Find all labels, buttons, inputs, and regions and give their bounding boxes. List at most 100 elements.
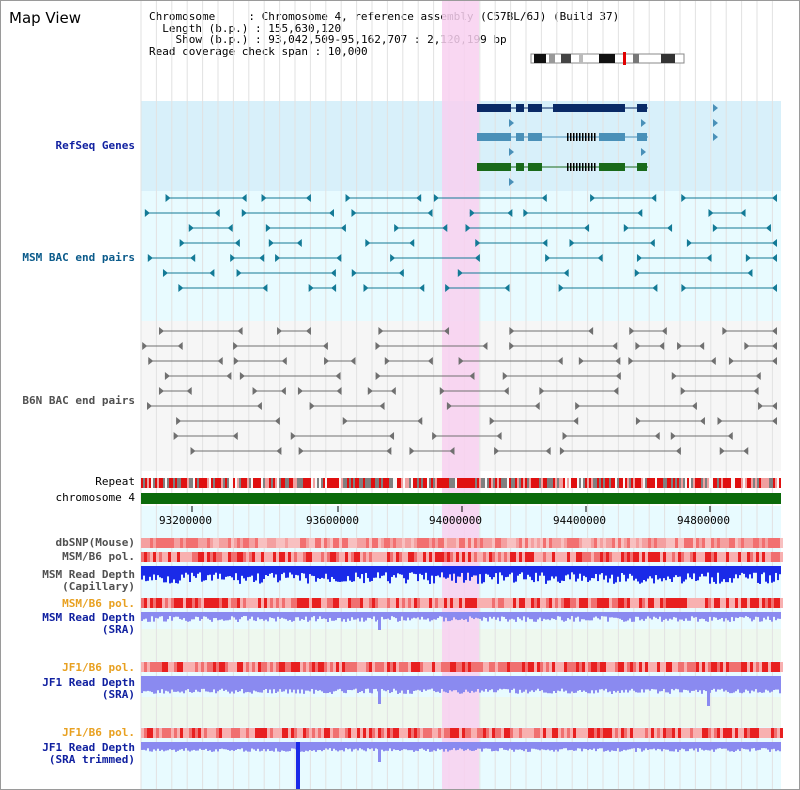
repeat-element xyxy=(705,478,707,488)
polymorphism-cell xyxy=(426,728,429,738)
depth-bar xyxy=(393,612,395,618)
depth-bar xyxy=(167,612,169,620)
polymorphism-cell xyxy=(669,598,672,608)
polymorphism-cell xyxy=(750,728,753,738)
depth-bar xyxy=(479,566,481,575)
polymorphism-cell xyxy=(585,662,588,672)
polymorphism-cell xyxy=(483,598,486,608)
polymorphism-cell xyxy=(741,552,744,562)
polymorphism-cell xyxy=(396,538,399,548)
polymorphism-cell xyxy=(429,662,432,672)
depth-bar xyxy=(287,676,289,694)
bac-end-marker xyxy=(728,357,734,365)
repeat-element xyxy=(487,478,489,488)
bac-end-marker xyxy=(144,209,150,217)
polymorphism-cell xyxy=(594,728,597,738)
polymorphism-cell xyxy=(315,552,318,562)
refseq-genes-label[interactable]: RefSeq Genes xyxy=(55,139,135,152)
jf1-b6-pol-trimmed-label[interactable]: JF1/B6 pol. xyxy=(62,726,135,739)
bac-end-marker xyxy=(275,254,281,262)
polymorphism-cell xyxy=(672,728,675,738)
repeat-element xyxy=(259,478,261,488)
depth-bar xyxy=(313,676,315,694)
repeat-element xyxy=(441,478,443,488)
polymorphism-cell xyxy=(726,552,729,562)
depth-bar xyxy=(687,742,689,752)
depth-bar xyxy=(257,566,259,574)
depth-bar xyxy=(331,742,333,751)
repeat-element xyxy=(333,478,335,488)
polymorphism-cell xyxy=(453,598,456,608)
polymorphism-cell xyxy=(414,552,417,562)
polymorphism-cell xyxy=(249,728,252,738)
depth-bar xyxy=(635,612,637,617)
repeat-element xyxy=(483,478,485,488)
depth-bar xyxy=(541,742,543,750)
depth-bar xyxy=(315,676,317,690)
depth-bar xyxy=(251,742,253,749)
polymorphism-cell xyxy=(690,538,693,548)
polymorphism-cell xyxy=(645,728,648,738)
depth-bar xyxy=(549,612,551,621)
bac-end-marker xyxy=(667,224,673,232)
depth-bar xyxy=(657,566,659,580)
depth-bar xyxy=(451,742,453,750)
msm-read-depth-sra-label[interactable]: MSM Read Depth (SRA) xyxy=(5,612,135,636)
bac-end-marker xyxy=(390,387,396,395)
polymorphism-cell xyxy=(228,598,231,608)
depth-bar xyxy=(457,742,459,750)
repeat-element xyxy=(571,478,573,488)
depth-bar xyxy=(669,612,671,619)
depth-bar xyxy=(147,566,149,581)
depth-bar xyxy=(767,676,769,691)
b6n-bac-label[interactable]: B6N BAC end pairs xyxy=(22,394,135,407)
depth-bar xyxy=(179,612,181,619)
repeat-element xyxy=(761,478,763,488)
polymorphism-cell xyxy=(225,538,228,548)
depth-bar xyxy=(725,676,727,691)
polymorphism-cell xyxy=(279,552,282,562)
depth-bar xyxy=(747,566,749,579)
msm-bac-label[interactable]: MSM BAC end pairs xyxy=(22,251,135,264)
depth-bar xyxy=(405,566,407,584)
msm-b6-pol-sra-label[interactable]: MSM/B6 pol. xyxy=(62,597,135,610)
depth-bar xyxy=(249,566,251,577)
bac-end-marker xyxy=(502,372,508,380)
polymorphism-cell xyxy=(273,728,276,738)
polymorphism-cell xyxy=(294,662,297,672)
polymorphism-cell xyxy=(525,538,528,548)
axis-tick-label: 94400000 xyxy=(553,514,606,527)
gene-exon xyxy=(599,133,625,141)
polymorphism-cell xyxy=(633,552,636,562)
msm-b6-pol-label[interactable]: MSM/B6 pol. xyxy=(62,550,135,563)
depth-bar xyxy=(351,676,353,691)
depth-bar xyxy=(721,612,723,619)
depth-bar xyxy=(481,676,483,691)
depth-bar xyxy=(649,676,651,691)
repeat-element xyxy=(305,478,307,488)
polymorphism-cell xyxy=(264,728,267,738)
polymorphism-cell xyxy=(240,728,243,738)
polymorphism-cell xyxy=(459,662,462,672)
bac-end-marker xyxy=(457,269,463,277)
dbsnp-label[interactable]: dbSNP(Mouse) xyxy=(55,536,135,549)
polymorphism-cell xyxy=(495,728,498,738)
depth-bar xyxy=(385,742,387,751)
polymorphism-cell xyxy=(204,538,207,548)
depth-bar xyxy=(697,612,699,622)
polymorphism-cell xyxy=(330,728,333,738)
depth-bar xyxy=(567,566,569,575)
depth-bar xyxy=(465,676,467,690)
jf1-read-depth-sra-label[interactable]: JF1 Read Depth (SRA) xyxy=(5,677,135,701)
repeat-element xyxy=(383,478,385,488)
jf1-read-depth-trimmed-label[interactable]: JF1 Read Depth (SRA trimmed) xyxy=(5,742,135,766)
polymorphism-cell xyxy=(255,552,258,562)
depth-bar xyxy=(213,742,215,752)
polymorphism-cell xyxy=(531,552,534,562)
bac-end-marker xyxy=(177,342,183,350)
jf1-b6-pol-label[interactable]: JF1/B6 pol. xyxy=(62,661,135,674)
msm-read-depth-capillary-label[interactable]: MSM Read Depth (Capillary) xyxy=(5,569,135,593)
polymorphism-cell xyxy=(432,598,435,608)
depth-bar xyxy=(187,612,189,622)
